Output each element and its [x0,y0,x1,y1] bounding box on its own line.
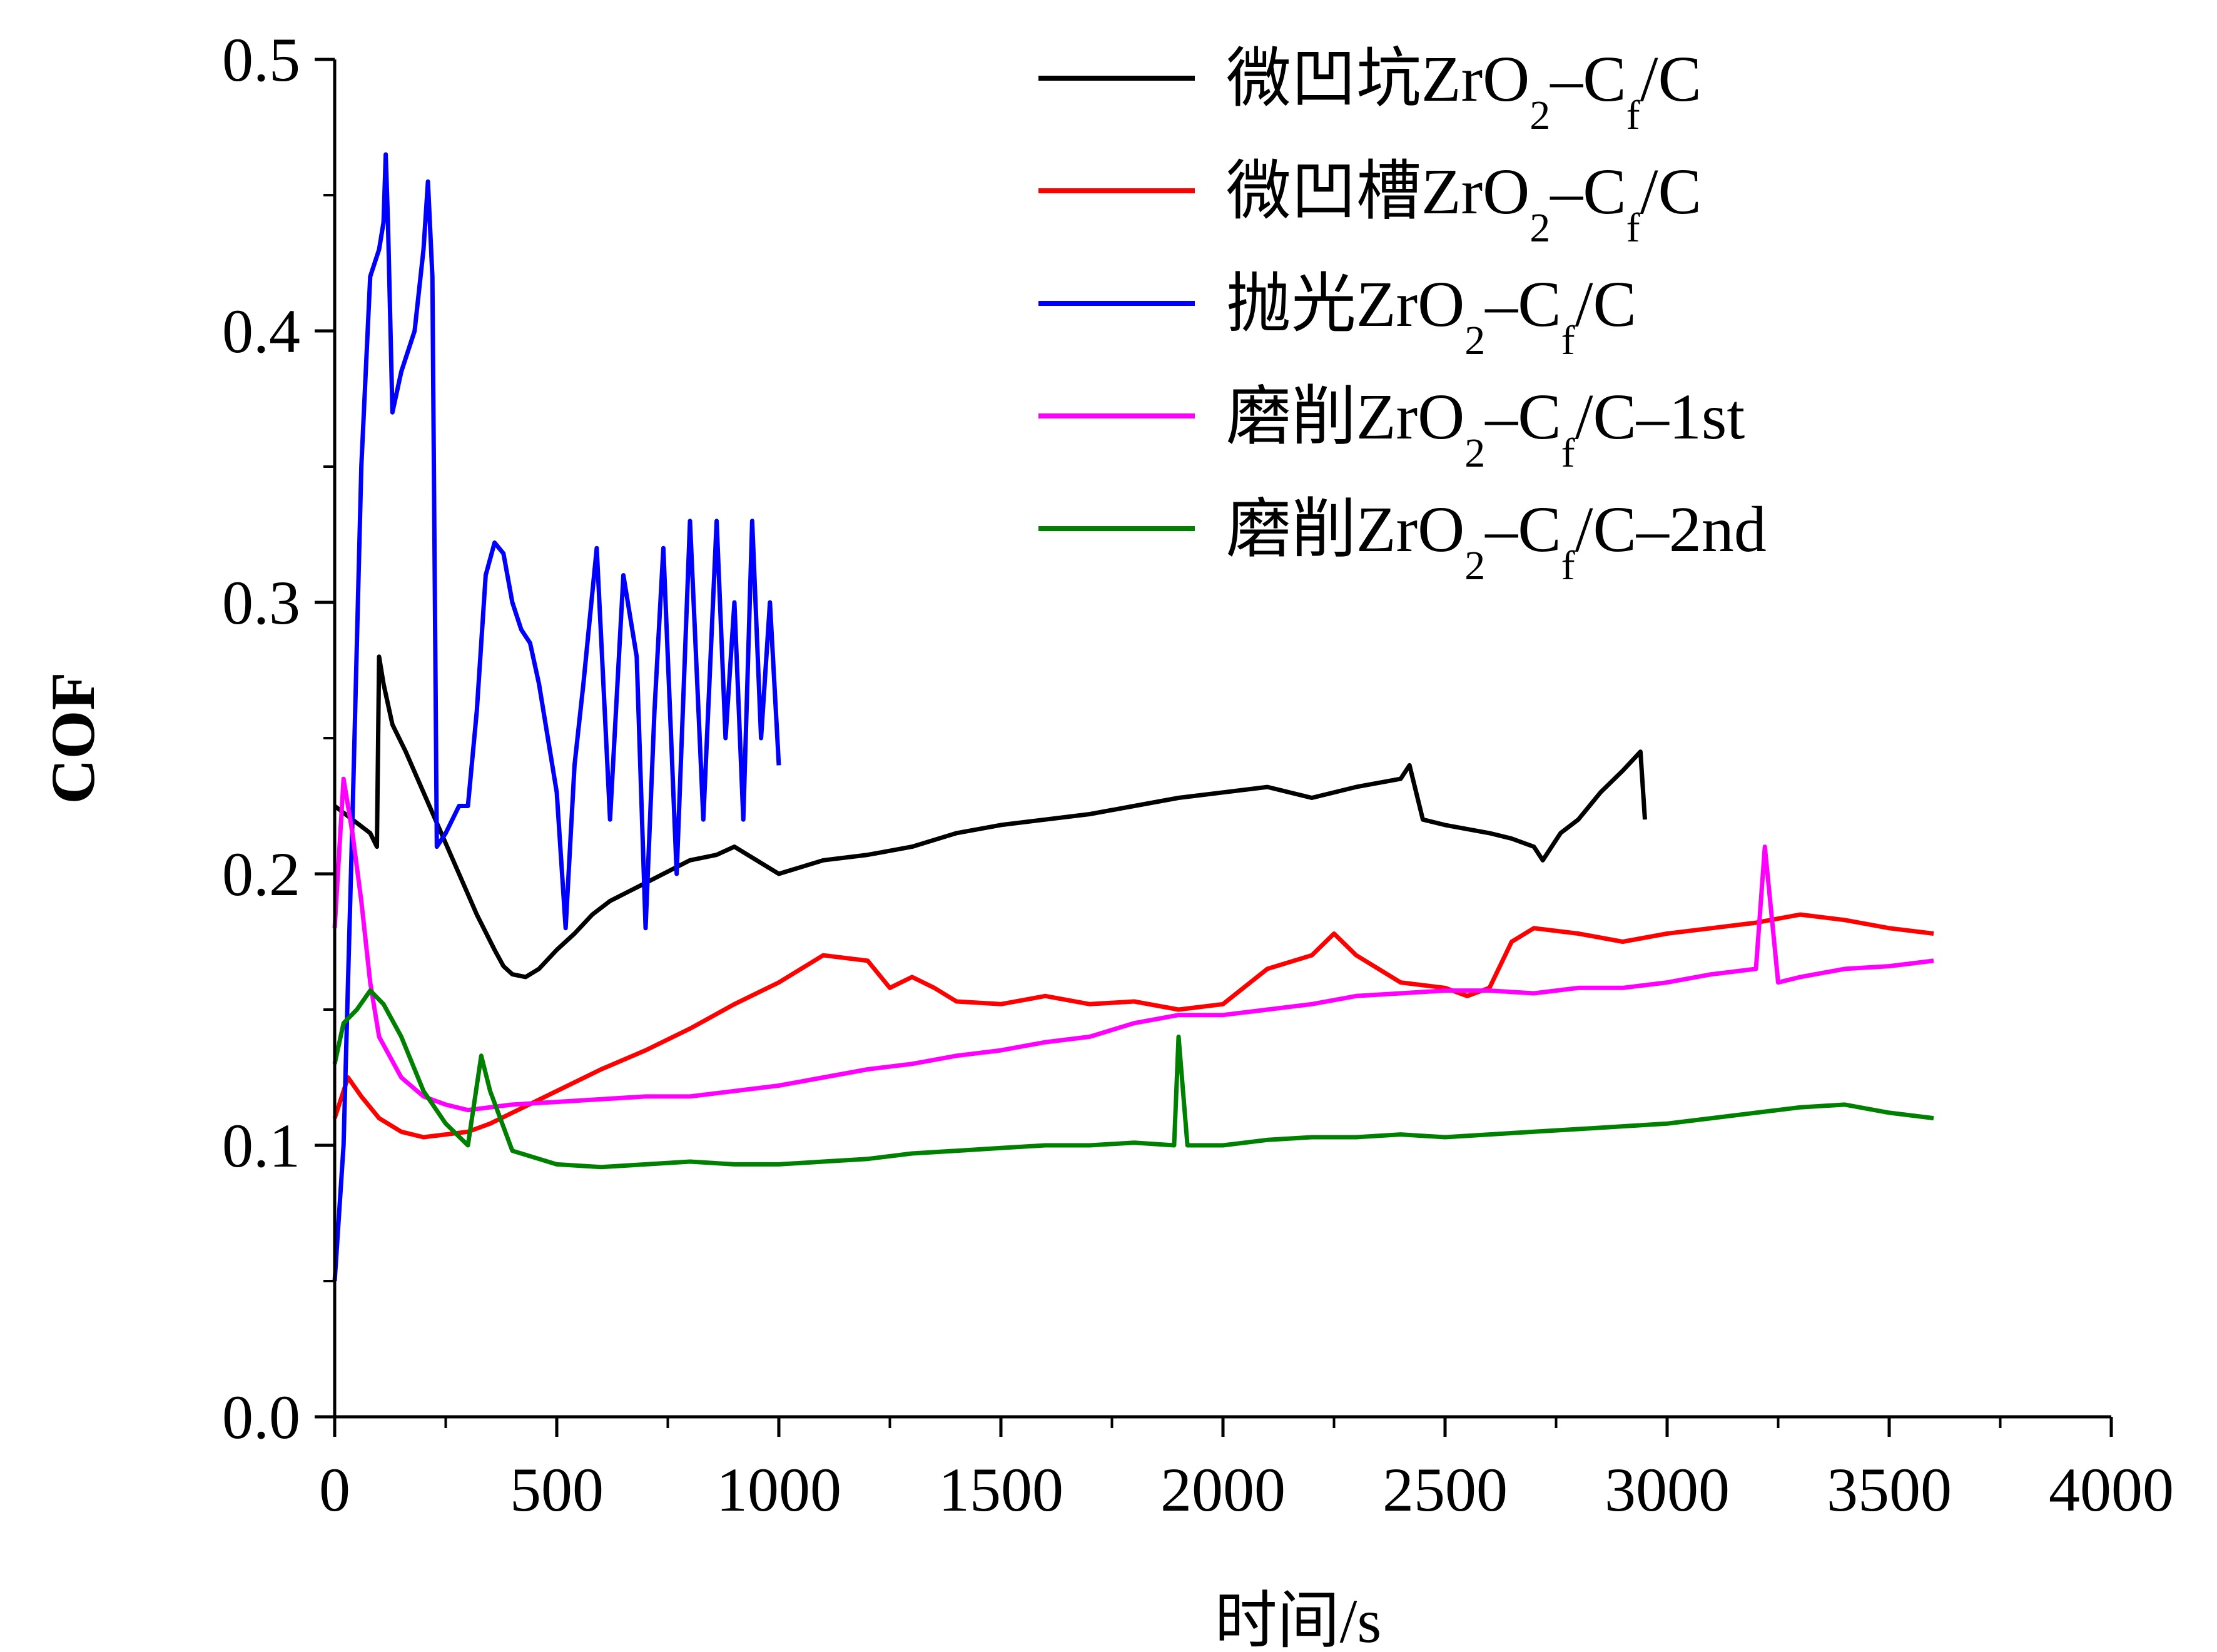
legend-label-5: 磨削ZrO2–Cf/C–2nd [1226,494,1767,589]
x-tick-label: 1500 [938,1455,1063,1524]
x-tick-label: 2500 [1382,1455,1508,1524]
y-tick-label: 0.3 [222,568,300,637]
series-line-4 [332,776,1934,1113]
series-line-5 [332,988,1934,1170]
y-tick-label: 0.2 [222,839,300,909]
legend: 微凹坑ZrO2–Cf/C 微凹槽ZrO2–Cf/C 抛光ZrO2–Cf/C 磨削ZrO… [1038,43,1767,589]
y-tick-label: 0.4 [222,296,300,366]
x-tick-label: 1000 [716,1455,841,1524]
series-line-2 [332,912,1934,1140]
x-tick-label: 2000 [1160,1455,1286,1524]
legend-label-3: 抛光ZrO2–Cf/C [1226,268,1636,363]
x-axis-title: 时间/s [1215,1586,1382,1652]
axes-layer: 0.0 0.1 0.2 0.3 0.4 0.5 0 500 1000 1500 2000 2500 30… [222,25,2174,1524]
series-line-3 [332,152,781,1282]
y-axis-title: COF [38,672,108,804]
legend-label-2: 微凹槽ZrO2–Cf/C [1226,156,1702,251]
series-line-1 [333,654,1647,980]
x-tick-label: 4000 [2049,1455,2174,1524]
x-tick-label: 3500 [1827,1455,1952,1524]
x-tick-label: 3000 [1605,1455,1730,1524]
series-layer [332,152,1934,1282]
y-tick-label: 0.0 [222,1382,300,1452]
x-tick-label: 0 [319,1455,350,1524]
x-tick-label: 500 [510,1455,604,1524]
legend-label-1: 微凹坑ZrO2–Cf/C [1226,43,1702,138]
y-tick-label: 0.1 [222,1111,300,1180]
legend-label-4: 磨削ZrO2–Cf/C–1st [1226,381,1745,476]
y-tick-label: 0.5 [222,25,300,94]
